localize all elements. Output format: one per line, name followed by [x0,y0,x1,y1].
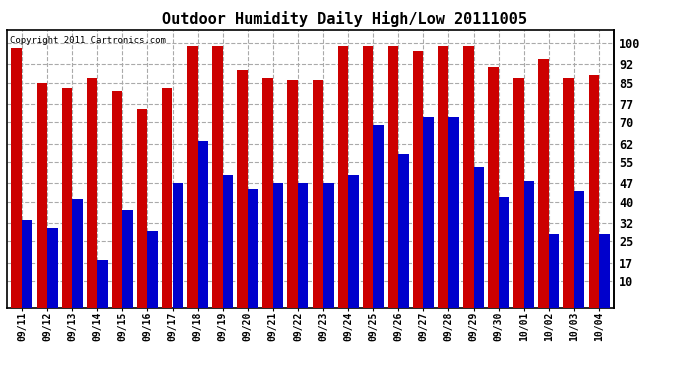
Bar [137,109,148,307]
Bar [122,210,133,308]
Bar [273,183,284,308]
Bar [337,46,348,308]
Bar [212,46,223,308]
Bar [363,46,373,308]
Bar [599,234,609,308]
Bar [112,91,122,308]
Bar [72,199,83,308]
Bar [288,80,298,308]
Bar [12,48,22,308]
Bar [97,260,108,308]
Bar [589,75,599,307]
Bar [574,191,584,308]
Bar [513,78,524,308]
Bar [398,154,409,308]
Bar [313,80,323,308]
Bar [448,117,459,308]
Bar [172,183,183,308]
Text: Outdoor Humidity Daily High/Low 20111005: Outdoor Humidity Daily High/Low 20111005 [163,11,527,27]
Bar [413,51,424,308]
Bar [424,117,434,308]
Bar [61,88,72,308]
Bar [549,234,560,308]
Bar [499,196,509,308]
Bar [388,46,398,308]
Bar [248,189,258,308]
Bar [262,78,273,308]
Bar [538,59,549,308]
Bar [298,183,308,308]
Bar [348,176,359,308]
Bar [162,88,172,308]
Bar [87,78,97,308]
Bar [187,46,197,308]
Bar [473,167,484,308]
Bar [197,141,208,308]
Bar [463,46,473,308]
Bar [223,176,233,308]
Bar [488,67,499,308]
Bar [47,228,57,308]
Bar [323,183,333,308]
Bar [373,125,384,308]
Bar [524,181,534,308]
Bar [438,46,449,308]
Bar [148,231,158,308]
Bar [237,70,248,308]
Bar [22,220,32,308]
Text: Copyright 2011 Cartronics.com: Copyright 2011 Cartronics.com [10,36,166,45]
Bar [564,78,574,308]
Bar [37,83,47,308]
